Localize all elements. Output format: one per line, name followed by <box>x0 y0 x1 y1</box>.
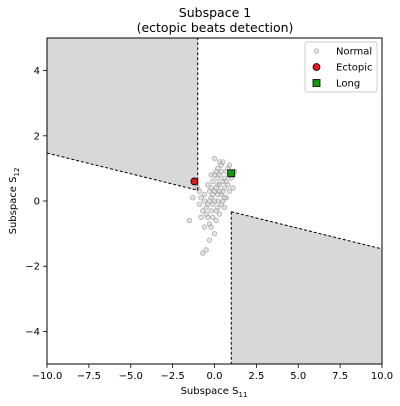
point-normal <box>221 195 228 201</box>
shaded-region-1 <box>47 38 198 191</box>
legend: Normal Ectopic Long <box>304 41 378 93</box>
point-normal <box>221 204 228 211</box>
point-normal <box>210 178 216 185</box>
point-normal <box>206 188 213 194</box>
point-normal <box>206 221 213 227</box>
point-normal <box>205 182 211 188</box>
legend-marker-normal <box>313 48 320 54</box>
y-axis-ticks: −4 −2 0 2 4 <box>25 66 47 338</box>
point-normal <box>213 185 219 191</box>
point-normal <box>210 191 216 198</box>
point-normal <box>205 201 211 207</box>
boundary-line <box>231 211 383 250</box>
point-normal <box>201 191 208 198</box>
legend-label-long: Long <box>336 79 360 90</box>
point-normal <box>198 214 204 220</box>
legend-label-ectopic: Ectopic <box>336 63 372 74</box>
x-tick-label: 0.0 <box>207 371 223 382</box>
x-axis-label: Subspace S11 <box>181 386 248 399</box>
point-normal <box>190 195 196 201</box>
boundary-line <box>46 152 198 191</box>
point-normal <box>216 159 223 165</box>
point-normal <box>230 185 236 191</box>
point-normal <box>215 175 221 181</box>
chart-title-line2: (ectopic beats detection) <box>137 20 294 35</box>
point-normal <box>201 224 208 230</box>
shaded-regions <box>47 38 382 364</box>
x-tick-label: −10.0 <box>32 371 63 382</box>
x-tick-label: −5.0 <box>119 371 143 382</box>
x-tick-label: 7.5 <box>332 371 348 382</box>
legend-marker-ectopic <box>312 63 321 71</box>
y-tick-label: −2 <box>25 262 40 273</box>
point-normal <box>196 201 203 207</box>
point-normal <box>211 230 218 237</box>
y-tick-label: −4 <box>25 327 40 338</box>
point-normal <box>208 208 214 214</box>
point-normal <box>216 182 223 188</box>
shaded-region-2 <box>231 211 382 364</box>
point-normal <box>218 169 224 175</box>
legend-box <box>304 41 378 93</box>
y-tick-label: 4 <box>34 66 40 77</box>
point-normal <box>203 211 209 217</box>
boundary-lines <box>46 38 383 364</box>
point-long <box>227 169 236 178</box>
y-tick-label: 2 <box>34 131 40 142</box>
y-tick-label: 0 <box>34 197 40 208</box>
point-normal <box>186 217 193 224</box>
point-normal <box>210 214 216 220</box>
point-normal <box>226 188 233 194</box>
point-normal <box>200 208 206 214</box>
point-normal <box>223 178 229 185</box>
point-normal <box>208 172 214 178</box>
point-normal <box>216 211 223 217</box>
point-normal <box>211 198 218 204</box>
point-normal <box>215 191 221 198</box>
y-axis-label: Subspace S12 <box>8 168 21 235</box>
x-tick-label: 10.0 <box>371 371 393 382</box>
point-normal <box>206 237 213 243</box>
x-tick-label: 2.5 <box>248 371 264 382</box>
legend-label-normal: Normal <box>336 47 372 58</box>
point-normal <box>201 198 208 204</box>
x-tick-label: 5.0 <box>290 371 306 382</box>
point-normal <box>203 247 209 253</box>
point-normal <box>211 155 218 162</box>
point-ectopic <box>190 177 199 186</box>
point-normal <box>200 250 206 256</box>
point-normal <box>215 204 221 211</box>
x-tick-label: −2.5 <box>160 371 184 382</box>
legend-marker-long <box>312 79 321 87</box>
scatter-points <box>186 155 238 256</box>
point-normal <box>220 188 226 194</box>
point-normal <box>198 195 204 201</box>
x-axis-ticks: −10.0 −7.5 −5.0 −2.5 0.0 2.5 5.0 7.5 10.0 <box>32 364 393 382</box>
point-normal <box>196 188 203 194</box>
x-tick-label: −7.5 <box>77 371 101 382</box>
point-normal <box>213 217 219 224</box>
chart-title-line1: Subspace 1 <box>179 5 251 20</box>
